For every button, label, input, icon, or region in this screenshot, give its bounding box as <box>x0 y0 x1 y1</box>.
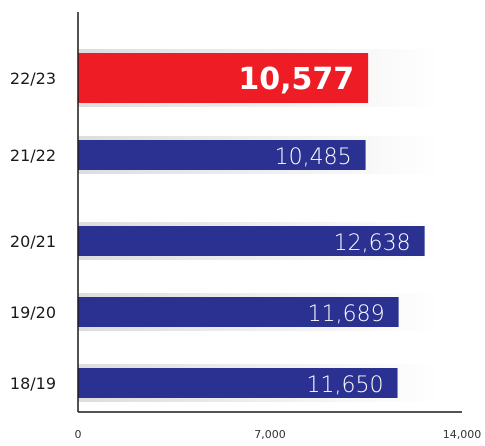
x-tick-label: 0 <box>75 428 82 441</box>
value-label: 10,485 <box>275 145 352 170</box>
bar-22-23 <box>78 53 369 103</box>
category-label: 18/19 <box>10 374 56 393</box>
value-label: 11,689 <box>308 302 385 327</box>
bar-19-20 <box>78 297 399 327</box>
bar-18-19 <box>78 368 398 398</box>
value-label: 12,638 <box>334 231 411 256</box>
x-tick-label: 14,000 <box>443 428 482 441</box>
x-tick-label: 7,000 <box>254 428 286 441</box>
value-label: 11,650 <box>307 373 384 398</box>
bar-20-21 <box>78 226 425 256</box>
category-label: 21/22 <box>10 146 56 165</box>
bars <box>78 53 425 398</box>
category-label: 20/21 <box>10 232 56 251</box>
value-label: 10,577 <box>238 62 354 97</box>
bar-21-22 <box>78 140 366 170</box>
category-labels: 22/23 21/22 20/21 19/20 18/19 <box>10 69 56 393</box>
value-labels: 10,577 10,485 12,638 11,689 11,650 <box>238 62 410 398</box>
category-label: 22/23 <box>10 69 56 88</box>
x-tick-labels: 0 7,000 14,000 <box>75 428 482 441</box>
category-label: 19/20 <box>10 303 56 322</box>
